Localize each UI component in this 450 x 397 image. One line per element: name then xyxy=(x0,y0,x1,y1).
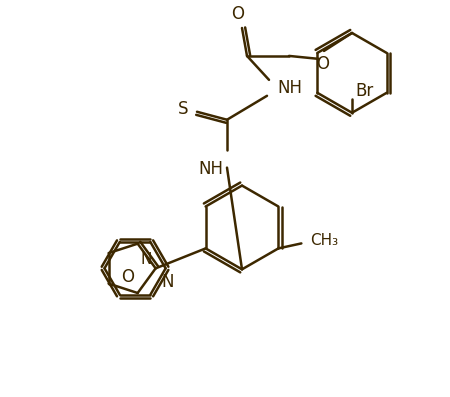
Text: CH₃: CH₃ xyxy=(310,233,338,248)
Text: NH: NH xyxy=(198,160,223,177)
Text: O: O xyxy=(231,5,244,23)
Text: N: N xyxy=(141,252,152,267)
Text: Br: Br xyxy=(355,82,373,100)
Text: S: S xyxy=(177,100,188,118)
Text: N: N xyxy=(162,273,174,291)
Text: O: O xyxy=(316,55,329,73)
Text: O: O xyxy=(121,268,134,286)
Text: NH: NH xyxy=(277,79,302,97)
